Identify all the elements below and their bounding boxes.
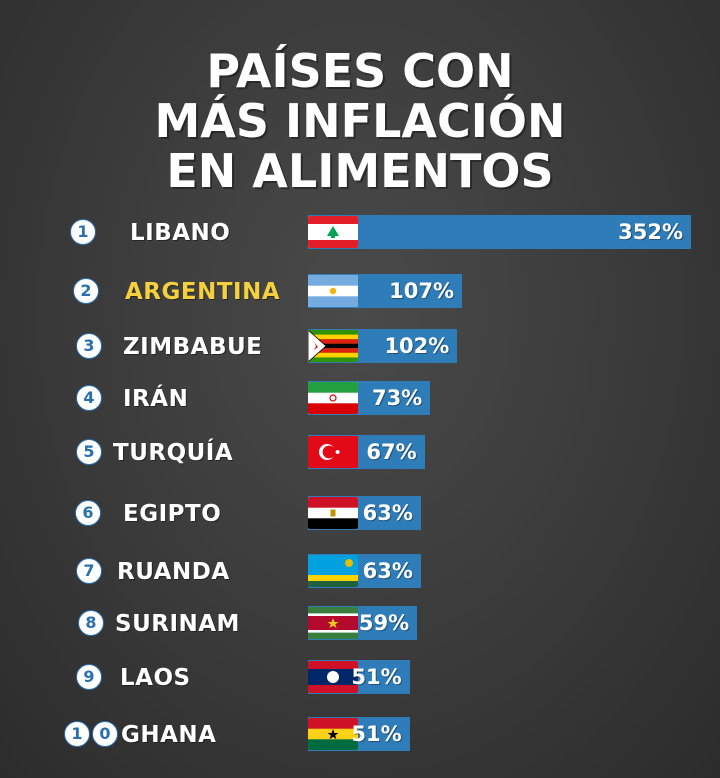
data-label: 59% [358, 611, 410, 635]
rank-badge: 8 [78, 610, 104, 636]
category-label: ZIMBABUE [123, 334, 263, 360]
rank-badge: 2 [73, 278, 99, 304]
zimbabwe-flag-icon [308, 330, 358, 362]
bar [308, 215, 691, 249]
suriname-flag-icon [308, 607, 358, 639]
chart-row: 6 EGIPTO 63% [0, 496, 720, 532]
rank-digit: 5 [76, 439, 102, 465]
category-label: EGIPTO [123, 501, 222, 527]
data-label: 63% [362, 559, 413, 583]
chart-row: 3 ZIMBABUE 102% [0, 329, 720, 365]
rank-digit: 4 [76, 385, 102, 411]
egypt-flag-icon [308, 497, 358, 529]
category-label: TURQUÍA [113, 440, 234, 466]
category-label: ARGENTINA [125, 279, 281, 305]
iran-flag-icon [308, 382, 358, 414]
rank-badge: 6 [75, 500, 101, 526]
rank-badge: 1 [70, 219, 96, 245]
argentina-flag-icon [308, 275, 358, 307]
chart-row: 4 IRÁN 73% [0, 381, 720, 417]
rank-digit: 7 [76, 558, 102, 584]
rank-badge: 3 [76, 333, 102, 359]
chart-row: 1 LIBANO 352% [0, 215, 720, 251]
turkey-flag-icon [308, 436, 358, 468]
chart-row: 9 LAOS 51% [0, 660, 720, 696]
rwanda-flag-icon [308, 555, 358, 587]
ghana-flag-icon [308, 718, 358, 750]
rank-digit: 1 [64, 721, 90, 747]
category-label: SURINAM [115, 611, 240, 637]
chart-row: 2 ARGENTINA 107% [0, 274, 720, 310]
rank-badge: 9 [76, 664, 102, 690]
chart-row: 7 RUANDA 63% [0, 554, 720, 590]
rank-digit: 3 [76, 333, 102, 359]
rank-digit: 6 [75, 500, 101, 526]
data-label: 102% [384, 334, 450, 358]
title-line-1: PAÍSES CON [206, 44, 514, 98]
laos-flag-icon [308, 661, 358, 693]
data-label: 63% [362, 501, 413, 525]
data-label: 352% [618, 220, 683, 244]
data-label: 51% [351, 722, 402, 746]
category-label: RUANDA [117, 559, 230, 585]
rank-digit: 9 [76, 664, 102, 690]
category-label: LAOS [120, 665, 191, 691]
chart-title: PAÍSES CON MÁS INFLACIÓN EN ALIMENTOS [0, 46, 720, 196]
data-label: 67% [366, 440, 417, 464]
rank-badge: 4 [76, 385, 102, 411]
chart-row: 8 SURINAM 59% [0, 606, 720, 642]
title-line-3: EN ALIMENTOS [166, 144, 554, 198]
data-label: 107% [389, 279, 454, 303]
lebanon-flag-icon [308, 216, 358, 248]
chart-row: 5 TURQUÍA 67% [0, 435, 720, 471]
category-label: GHANA [121, 722, 217, 748]
title-line-2: MÁS INFLACIÓN [154, 94, 566, 148]
rank-digit: 2 [73, 278, 99, 304]
category-label: IRÁN [123, 386, 189, 412]
rank-digit: 1 [70, 219, 96, 245]
data-label: 51% [351, 665, 402, 689]
rank-badge: 7 [76, 558, 102, 584]
data-label: 73% [371, 386, 423, 410]
category-label: LIBANO [130, 220, 231, 246]
rank-digit: 0 [92, 721, 118, 747]
rank-digit: 8 [78, 610, 104, 636]
rank-badge: 5 [76, 439, 102, 465]
chart-row: 1 0 GHANA 51% [0, 717, 720, 753]
